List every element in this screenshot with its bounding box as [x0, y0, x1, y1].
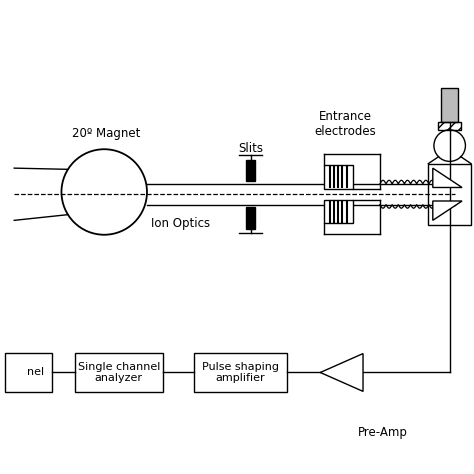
- Text: Pulse shaping
amplifier: Pulse shaping amplifier: [202, 362, 279, 383]
- Text: Single channel
analyzer: Single channel analyzer: [78, 362, 160, 383]
- Bar: [438, 122, 461, 130]
- Polygon shape: [320, 354, 363, 392]
- Bar: [75, 353, 163, 392]
- Text: Pre-Amp: Pre-Amp: [358, 426, 408, 439]
- Bar: [441, 88, 458, 122]
- Bar: [194, 353, 286, 392]
- Polygon shape: [433, 201, 462, 220]
- Bar: [324, 200, 353, 223]
- Polygon shape: [433, 168, 462, 188]
- Bar: [246, 207, 255, 229]
- Text: Slits: Slits: [238, 142, 263, 155]
- Bar: [324, 165, 353, 189]
- Text: nel: nel: [27, 367, 45, 377]
- Bar: [246, 160, 255, 181]
- Text: 20º Magnet: 20º Magnet: [72, 127, 141, 140]
- Text: Ion Optics: Ion Optics: [152, 217, 210, 230]
- Bar: [5, 353, 53, 392]
- Text: Entrance
electrodes: Entrance electrodes: [314, 110, 376, 138]
- Bar: [428, 164, 471, 225]
